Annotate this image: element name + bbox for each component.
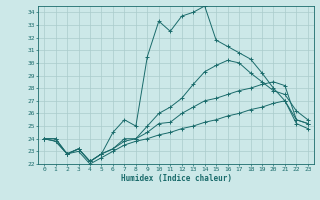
X-axis label: Humidex (Indice chaleur): Humidex (Indice chaleur) [121, 174, 231, 183]
